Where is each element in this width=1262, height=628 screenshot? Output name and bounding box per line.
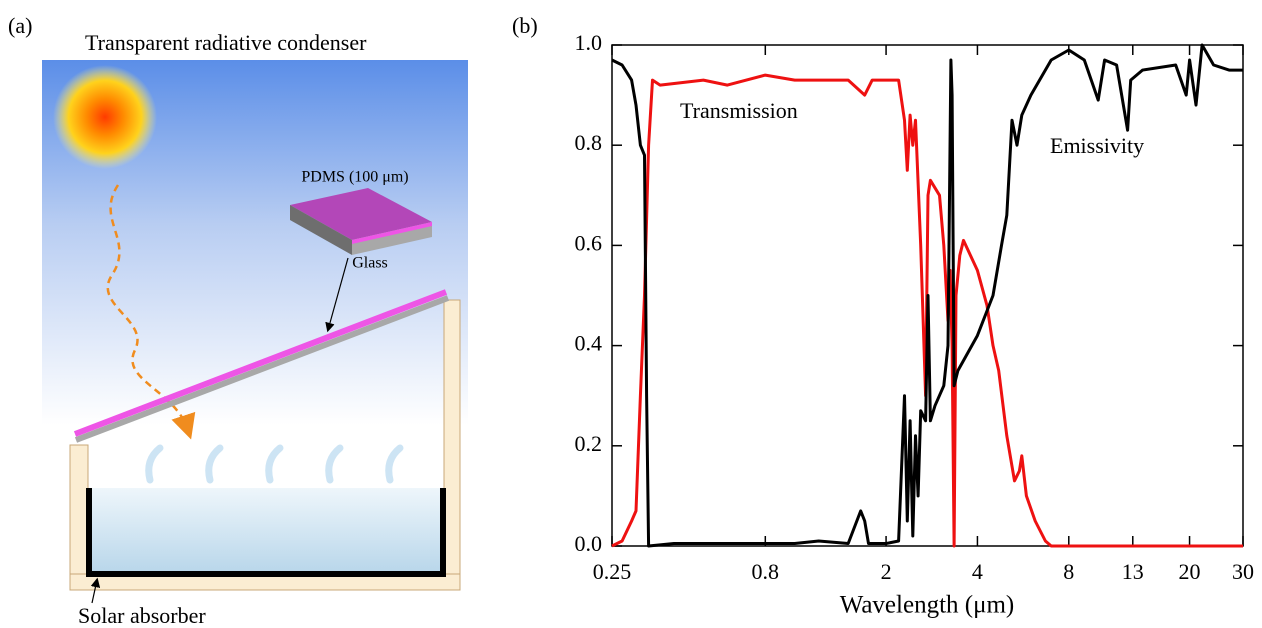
water — [88, 488, 444, 574]
absorber — [86, 488, 446, 577]
glass-label: Glass — [352, 255, 388, 272]
x-tick-label: 0.25 — [593, 559, 632, 584]
plot-frame — [611, 44, 1244, 547]
absorber-pointer — [90, 577, 101, 604]
diagram: (a) Transparent radiative condenser PDMS… — [8, 13, 468, 628]
series-line — [611, 43, 1243, 548]
panel-label: (b) — [512, 13, 538, 38]
y-tick-label: 1.0 — [575, 30, 603, 55]
frame-left — [69, 444, 89, 591]
pdms — [73, 289, 448, 437]
x-tick-label: 8 — [1063, 559, 1074, 584]
panel-label: (a) — [8, 13, 32, 38]
sun — [53, 65, 157, 169]
y-tick-label: 0.2 — [575, 431, 603, 456]
x-tick-label: 13 — [1122, 559, 1144, 584]
x-axis-label: Wavelength (μm) — [840, 592, 1015, 619]
pdms-label: PDMS (100 μm) — [301, 169, 408, 186]
y-tick-label: 0.6 — [575, 230, 603, 255]
y-tick-label: 0.4 — [575, 331, 603, 356]
x-tick-label: 30 — [1232, 559, 1254, 584]
series-label: Emissivity — [1050, 133, 1144, 158]
series-label: Transmission — [680, 98, 798, 123]
absorber-label: Solar absorber — [78, 603, 206, 628]
sunlight-arrow — [106, 184, 196, 440]
y-tick-label: 0.0 — [575, 531, 603, 556]
x-tick-label: 0.8 — [752, 559, 780, 584]
diagram-title: Transparent radiative condenser — [85, 30, 367, 55]
glass-pointer — [325, 257, 349, 333]
vapor-arrows — [145, 444, 404, 484]
frame-right — [443, 299, 461, 591]
inset — [290, 188, 432, 255]
y-tick-label: 0.8 — [575, 130, 603, 155]
x-tick-label: 4 — [972, 559, 983, 584]
glass — [74, 295, 450, 443]
x-tick-label: 2 — [881, 559, 892, 584]
x-tick-label: 20 — [1179, 559, 1201, 584]
